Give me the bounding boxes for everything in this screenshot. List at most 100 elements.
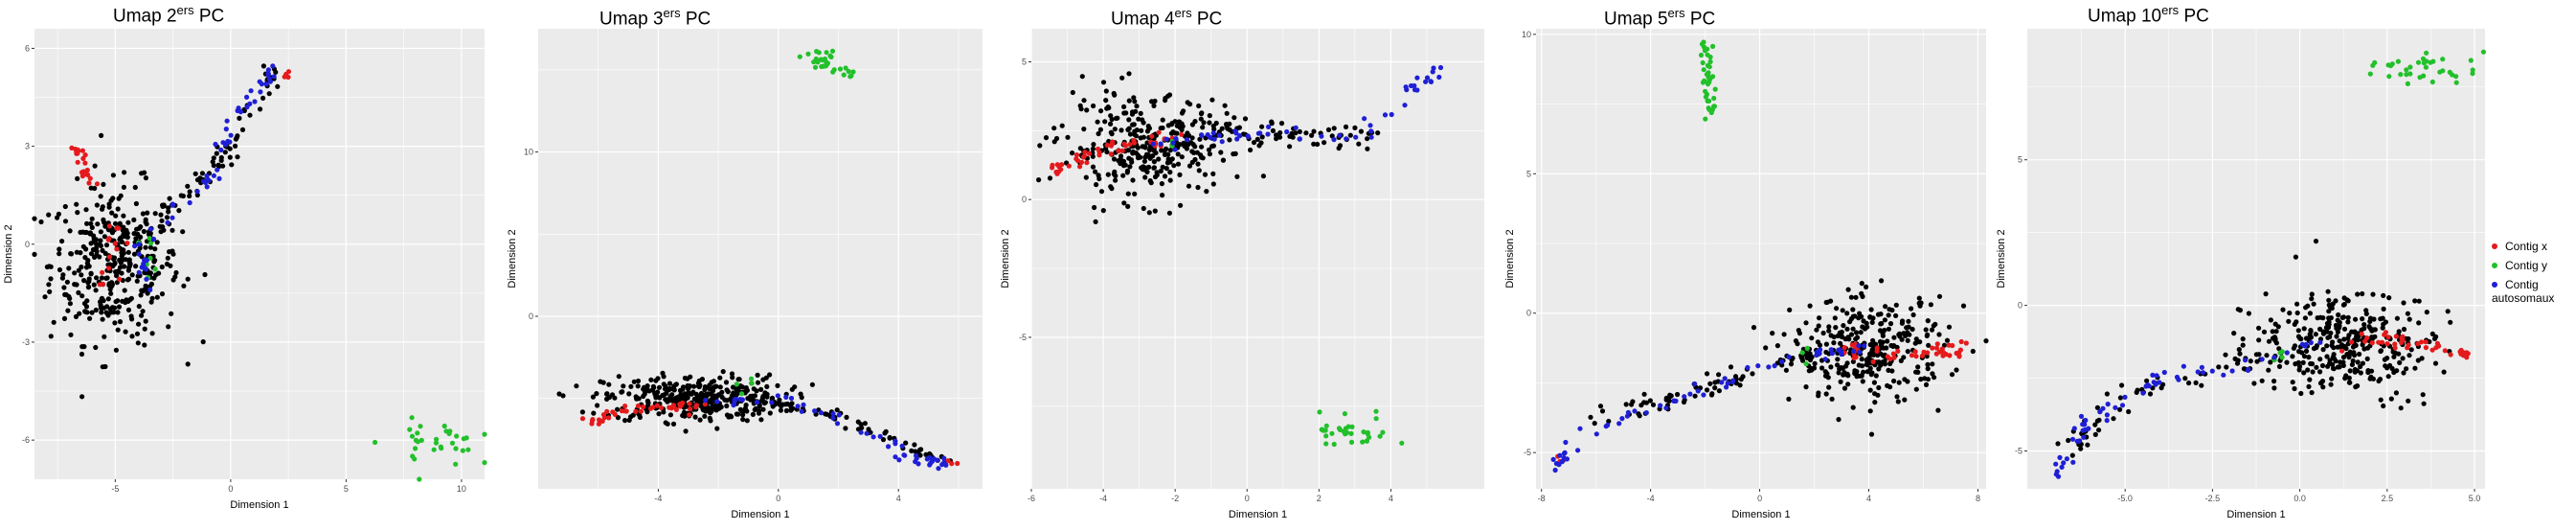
point-other	[2361, 322, 2367, 328]
point-other	[635, 383, 641, 389]
point-other	[166, 205, 171, 211]
point-other	[2406, 335, 2411, 342]
point-x	[1179, 131, 1185, 137]
point-other	[1879, 278, 1885, 284]
point-y	[147, 255, 153, 261]
point-other	[1095, 119, 1100, 125]
point-x	[693, 404, 699, 410]
point-other	[106, 204, 112, 210]
point-other	[89, 224, 95, 230]
point-x	[2448, 352, 2453, 358]
y-axis-label: Dimension 2	[1000, 229, 1011, 288]
point-other	[1121, 200, 1127, 206]
point-other	[129, 334, 135, 339]
point-other	[2290, 354, 2295, 359]
point-auto	[132, 243, 138, 249]
x-tick-label: 0	[1245, 494, 1250, 503]
point-other	[1838, 340, 1843, 346]
point-other	[1637, 413, 1642, 419]
point-other	[247, 112, 253, 118]
point-auto	[799, 408, 804, 414]
point-other	[792, 384, 798, 390]
point-auto	[194, 189, 200, 195]
point-other	[1248, 147, 1254, 153]
point-other	[1882, 317, 1887, 323]
point-other	[764, 391, 770, 397]
point-other	[887, 435, 893, 441]
point-x	[1077, 164, 1083, 170]
point-other	[44, 264, 51, 270]
point-other	[2096, 427, 2102, 433]
point-other	[154, 240, 160, 245]
point-other	[2293, 254, 2298, 260]
point-auto	[1643, 410, 1649, 416]
point-other	[79, 265, 84, 270]
point-other	[702, 413, 708, 419]
point-other	[68, 332, 74, 337]
point-y	[460, 448, 465, 453]
point-other	[1817, 315, 1822, 321]
point-other	[1125, 203, 1131, 209]
point-x	[1934, 341, 1940, 347]
point-other	[83, 265, 90, 270]
point-other	[590, 394, 597, 400]
point-other	[99, 310, 104, 315]
point-other	[2256, 337, 2262, 343]
point-other	[1853, 330, 1860, 335]
point-auto	[1245, 133, 1251, 139]
point-other	[1873, 341, 1879, 347]
point-other	[1207, 113, 1212, 119]
point-other	[2234, 360, 2241, 366]
point-other	[159, 264, 165, 270]
point-other	[2224, 364, 2229, 370]
point-auto	[1184, 137, 1190, 143]
point-other	[1200, 125, 1206, 130]
point-other	[1119, 127, 1124, 133]
point-y	[1399, 440, 1405, 446]
point-other	[1209, 144, 1215, 150]
y-axis-label: Dimension 2	[1504, 229, 1516, 288]
point-other	[1803, 320, 1809, 326]
point-other	[1141, 205, 1146, 212]
point-x	[124, 241, 130, 246]
point-other	[1152, 98, 1158, 104]
point-other	[1647, 398, 1653, 404]
point-other	[112, 320, 118, 326]
point-other	[1166, 210, 1172, 216]
point-other	[670, 421, 677, 427]
point-other	[62, 219, 69, 224]
point-other	[2092, 431, 2098, 437]
point-other	[93, 307, 99, 313]
point-other	[1162, 148, 1167, 154]
point-x	[688, 406, 693, 412]
point-x	[633, 408, 639, 414]
point-y	[2453, 74, 2459, 80]
point-y	[1337, 427, 1343, 432]
point-auto	[1412, 87, 1418, 93]
point-x	[2339, 348, 2345, 354]
point-auto	[818, 410, 825, 416]
plot-background	[34, 29, 485, 479]
point-other	[1844, 311, 1850, 316]
point-other	[2389, 365, 2395, 372]
point-x	[2385, 335, 2391, 340]
point-auto	[1158, 141, 1164, 147]
point-other	[1277, 129, 1283, 136]
point-other	[2308, 328, 2314, 334]
point-other	[917, 452, 923, 458]
point-other	[723, 380, 730, 385]
point-other	[164, 215, 170, 220]
point-x	[1066, 163, 1072, 169]
point-y	[1700, 59, 1706, 66]
point-other	[98, 229, 103, 235]
point-other	[696, 378, 702, 383]
point-other	[1930, 371, 1935, 377]
point-other	[709, 380, 714, 385]
point-auto	[1862, 343, 1867, 349]
point-other	[2294, 301, 2300, 307]
point-other	[1131, 122, 1137, 127]
point-other	[2276, 346, 2282, 352]
point-other	[2309, 296, 2315, 302]
point-other	[187, 193, 192, 199]
